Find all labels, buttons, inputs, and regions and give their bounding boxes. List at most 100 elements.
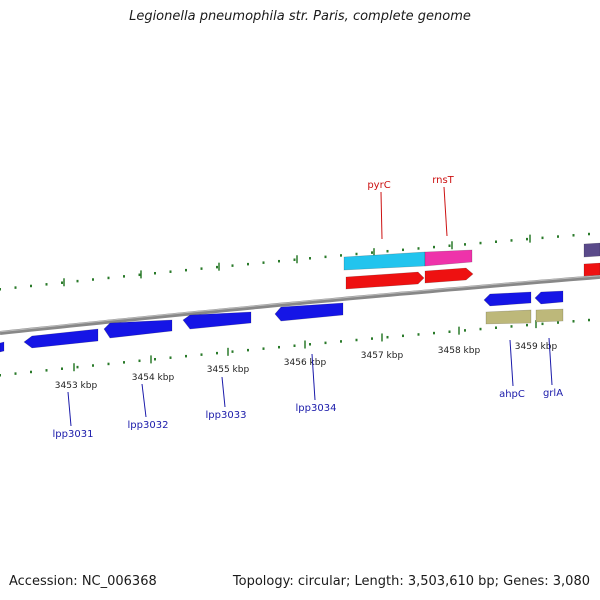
kbp-label: 3458 kbp bbox=[438, 346, 481, 356]
upper-tick-minor-tick bbox=[340, 254, 342, 257]
rna-arrow bbox=[424, 267, 474, 284]
cds-arrow bbox=[534, 290, 564, 305]
upper-tick-minor-tick bbox=[123, 275, 125, 278]
lower-tick-minor-tick bbox=[464, 329, 466, 332]
gene-label: ahpC bbox=[499, 389, 525, 400]
gene-label-leader bbox=[67, 391, 72, 427]
lower-tick-minor-tick bbox=[0, 374, 1, 377]
kbp-label: 3456 kbp bbox=[284, 358, 327, 368]
gene-block bbox=[485, 309, 532, 325]
lower-tick-minor-tick bbox=[61, 367, 63, 370]
gene-label: rnsT bbox=[432, 175, 454, 186]
lower-tick-minor-tick bbox=[262, 347, 265, 350]
gene-label-leader bbox=[443, 186, 448, 237]
cds-arrow bbox=[182, 311, 252, 330]
upper-tick-minor-tick bbox=[572, 234, 575, 237]
lower-tick-minor-tick bbox=[479, 327, 482, 331]
lower-tick-minor-tick bbox=[200, 353, 203, 356]
upper-tick-minor-tick bbox=[231, 264, 234, 267]
lower-tick-minor-tick bbox=[185, 354, 187, 358]
upper-tick-minor-tick bbox=[30, 284, 32, 288]
lower-tick-minor-tick bbox=[278, 345, 280, 349]
lower-tick-minor-tick bbox=[402, 334, 404, 338]
lower-tick-minor-tick bbox=[76, 365, 79, 369]
upper-tick-minor-tick bbox=[557, 235, 559, 238]
upper-tick-minor-tick bbox=[293, 258, 296, 261]
upper-tick-minor-tick bbox=[479, 241, 482, 245]
kbp-label: 3453 kbp bbox=[55, 381, 98, 391]
kbp-label: 3459 kbp bbox=[515, 342, 558, 352]
upper-tick-minor-tick bbox=[107, 276, 110, 280]
lower-tick-minor-tick bbox=[154, 357, 156, 361]
gene-block bbox=[583, 242, 600, 258]
gene-label-leader bbox=[221, 376, 226, 408]
lower-tick-minor-tick bbox=[526, 323, 528, 327]
kbp-label: 3455 kbp bbox=[207, 365, 250, 375]
lower-tick-minor-tick bbox=[510, 325, 513, 328]
lower-tick-minor-tick bbox=[107, 362, 110, 366]
upper-tick-minor-tick bbox=[464, 243, 466, 246]
lower-tick-minor-tick bbox=[340, 340, 342, 343]
cds-arrow bbox=[103, 319, 173, 339]
upper-tick-minor-tick bbox=[247, 262, 249, 266]
upper-tick-minor-tick bbox=[417, 247, 420, 250]
lower-tick-minor-tick bbox=[169, 356, 172, 359]
upper-tick-minor-tick bbox=[541, 236, 544, 240]
lower-tick-minor-tick bbox=[371, 337, 373, 340]
lower-tick-minor-tick bbox=[247, 348, 249, 352]
cds-arrow bbox=[274, 302, 344, 322]
cds-arrow bbox=[483, 291, 532, 307]
gene-label: lpp3031 bbox=[53, 429, 94, 440]
upper-tick-minor-tick bbox=[92, 278, 94, 281]
lower-tick-minor-tick bbox=[448, 330, 451, 333]
lower-tick-minor-tick bbox=[386, 335, 389, 339]
gene-block bbox=[535, 308, 564, 323]
lower-tick-minor-tick bbox=[495, 326, 497, 329]
upper-tick-minor-tick bbox=[371, 251, 373, 254]
accession-label: Accession: NC_006368 bbox=[9, 574, 157, 589]
lower-tick-minor-tick bbox=[309, 343, 311, 346]
upper-tick-minor-tick bbox=[169, 270, 172, 273]
gene-label: lpp3034 bbox=[296, 403, 337, 414]
upper-tick-minor-tick bbox=[216, 265, 218, 269]
upper-tick-minor-tick bbox=[495, 240, 497, 243]
lower-tick-minor-tick bbox=[123, 361, 125, 364]
lower-tick-minor-tick bbox=[231, 350, 234, 353]
upper-tick-minor-tick bbox=[386, 249, 389, 253]
upper-tick-minor-tick bbox=[309, 257, 311, 260]
lower-tick-minor-tick bbox=[138, 359, 141, 363]
gene-label-leader bbox=[548, 337, 553, 386]
gene-label: grlA bbox=[543, 388, 563, 399]
upper-tick-minor-tick bbox=[185, 268, 187, 272]
lower-tick-minor-tick bbox=[45, 369, 48, 372]
genome-backbone bbox=[0, 274, 600, 335]
gene-label-leader bbox=[311, 353, 316, 401]
upper-tick-minor-tick bbox=[45, 283, 48, 286]
lower-tick-minor-tick bbox=[92, 364, 94, 367]
upper-tick-minor-tick bbox=[14, 286, 17, 289]
lower-tick-minor-tick bbox=[588, 318, 590, 322]
upper-tick-minor-tick bbox=[433, 245, 435, 249]
upper-tick-minor-tick bbox=[324, 255, 327, 259]
upper-tick-minor-tick bbox=[402, 248, 404, 252]
cds-arrow bbox=[23, 328, 99, 349]
gene-label-leader bbox=[509, 339, 514, 387]
gene-block bbox=[424, 249, 473, 267]
gene-label: pyrC bbox=[367, 180, 390, 191]
upper-tick-minor-tick bbox=[200, 267, 203, 270]
lower-tick-minor-tick bbox=[541, 322, 544, 326]
upper-tick-minor-tick bbox=[355, 252, 358, 256]
upper-tick-minor-tick bbox=[588, 232, 590, 236]
lower-tick-minor-tick bbox=[572, 320, 575, 323]
gene-label-leader bbox=[141, 383, 147, 418]
lower-tick-minor-tick bbox=[14, 372, 17, 375]
lower-tick-minor-tick bbox=[355, 338, 358, 342]
gene-label: lpp3032 bbox=[128, 420, 169, 431]
map-title: Legionella pneumophila str. Paris, compl… bbox=[129, 9, 471, 24]
genome-summary: Topology: circular; Length: 3,503,610 bp… bbox=[232, 574, 590, 589]
lower-tick-minor-tick bbox=[293, 344, 296, 347]
upper-tick-minor-tick bbox=[510, 239, 513, 242]
rna-arrow bbox=[345, 271, 425, 290]
kbp-label: 3454 kbp bbox=[132, 373, 175, 383]
